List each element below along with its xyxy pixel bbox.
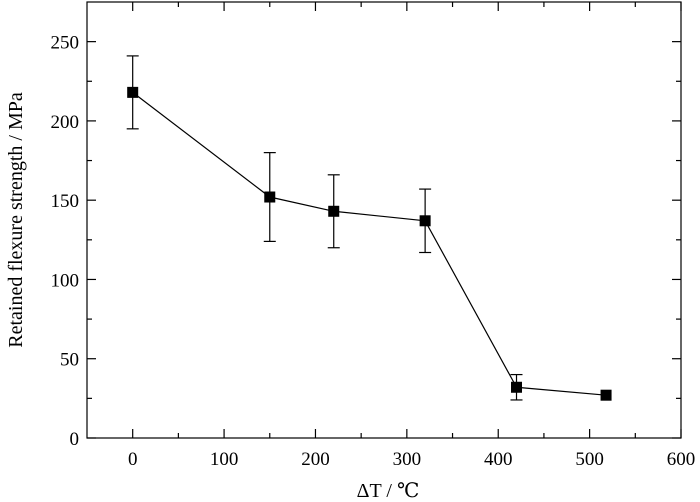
x-tick-label: 0 xyxy=(128,449,138,470)
y-tick-label: 250 xyxy=(51,33,80,54)
data-point xyxy=(264,191,276,203)
y-tick-label: 100 xyxy=(51,270,80,291)
data-point xyxy=(600,389,612,401)
x-tick-label: 200 xyxy=(301,449,330,470)
y-tick-label: 150 xyxy=(51,191,80,212)
data-point xyxy=(511,381,523,393)
data-point xyxy=(127,86,139,98)
y-tick-label: 0 xyxy=(70,429,80,450)
x-tick-label: 600 xyxy=(667,449,696,470)
y-tick-label: 200 xyxy=(51,112,80,133)
tick-labels: 0 100 200 300 400 500 600 0 50 100 150 200 250 xyxy=(51,33,696,470)
x-tick-label: 400 xyxy=(484,449,513,470)
series-line xyxy=(132,91,607,396)
x-tick-label: 100 xyxy=(210,449,239,470)
y-tick-label: 50 xyxy=(60,350,79,371)
error-bars xyxy=(126,55,523,401)
x-tick-label: 500 xyxy=(575,449,604,470)
x-tick-label: 300 xyxy=(393,449,422,470)
plot-frame xyxy=(86,1,682,439)
data-point xyxy=(419,215,431,227)
data-points xyxy=(127,86,612,401)
axis-ticks xyxy=(87,2,682,439)
y-axis-label: Retained flexure strength / MPa xyxy=(5,92,27,348)
data-point xyxy=(328,205,340,217)
x-axis-label: ΔT / ℃ xyxy=(357,480,420,502)
